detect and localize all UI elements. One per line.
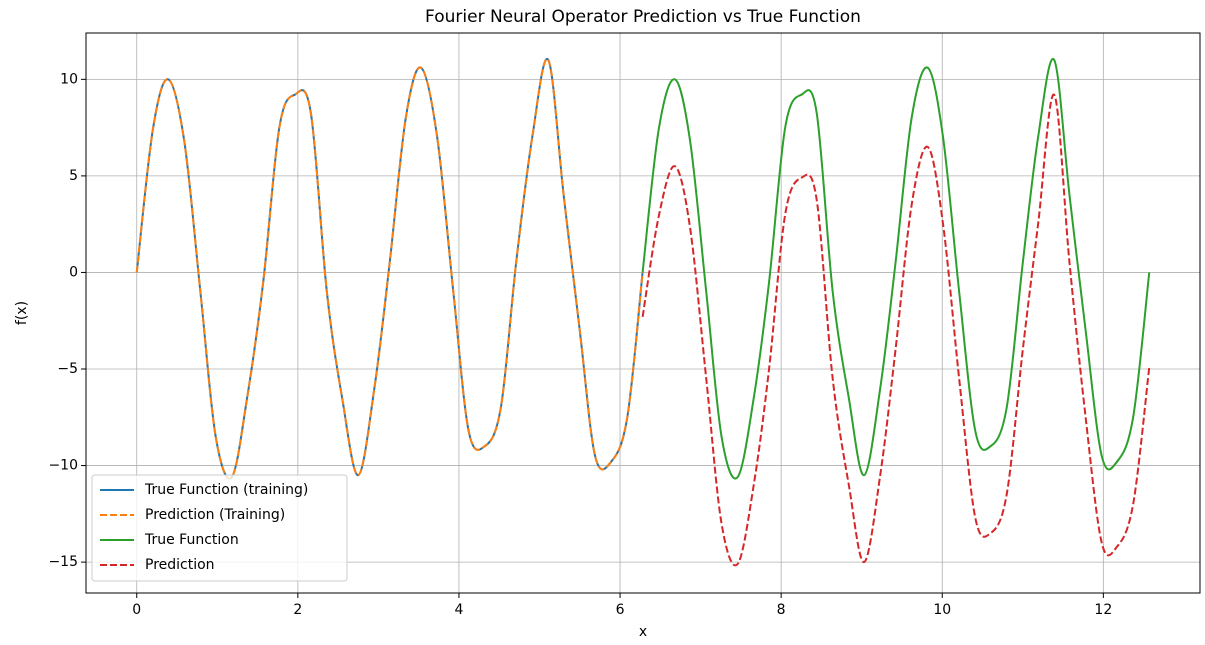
x-tick-label: 12: [1094, 602, 1112, 618]
line-series: [135, 57, 644, 480]
x-tick-label: 0: [132, 602, 141, 618]
axes-frame: [85, 32, 1201, 594]
chart-title: Fourier Neural Operator Prediction vs Tr…: [425, 7, 861, 27]
line-series: [135, 57, 644, 480]
y-tick-label: −10: [48, 458, 78, 474]
y-tick-label: 0: [69, 264, 78, 280]
x-tick-label: 4: [454, 602, 463, 618]
x-tick-label: 2: [293, 602, 302, 618]
legend-label: True Function: [144, 532, 239, 548]
legend-label: Prediction: [145, 557, 215, 573]
legend-label: Prediction (Training): [145, 507, 285, 523]
y-tick-label: −15: [48, 554, 78, 570]
legend-label: True Function (training): [144, 482, 308, 498]
legend-box: [91, 474, 348, 582]
y-axis-label: f(x): [14, 301, 30, 325]
x-tick-label: 6: [616, 602, 625, 618]
x-tick-label: 8: [777, 602, 786, 618]
y-tick-label: 10: [60, 71, 78, 87]
x-axis-label: x: [639, 624, 647, 640]
y-tick-label: 5: [69, 168, 78, 184]
line-series: [641, 57, 1151, 480]
x-tick-label: 10: [933, 602, 951, 618]
y-tick-label: −5: [57, 361, 78, 377]
line-series: [641, 93, 1151, 567]
